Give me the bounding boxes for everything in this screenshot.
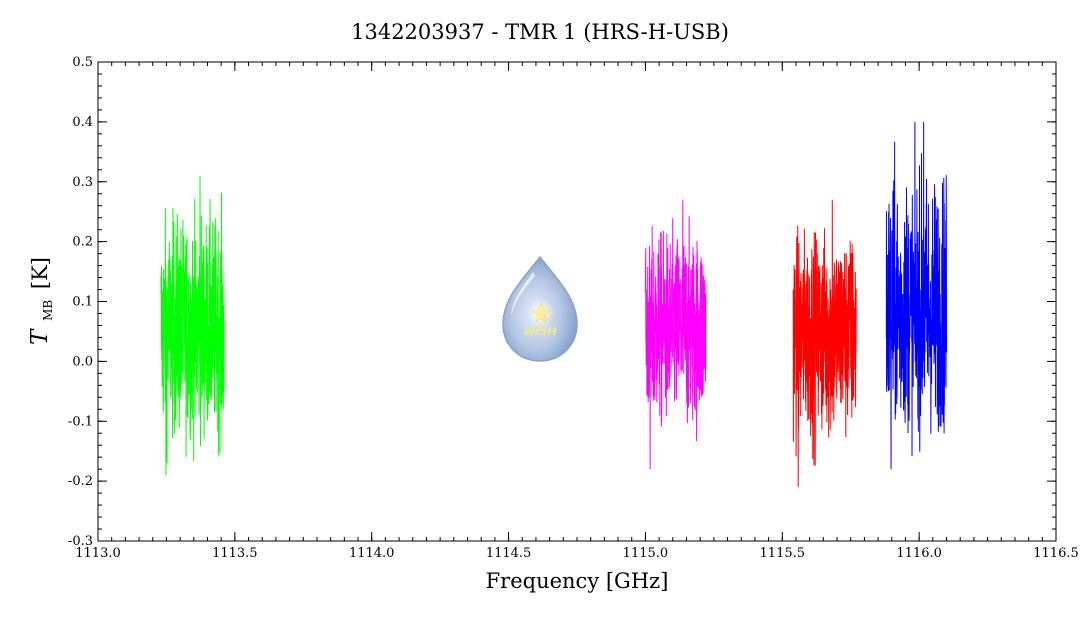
y-tick-label: -0.2 bbox=[68, 474, 93, 489]
x-tick-label: 1113.5 bbox=[212, 546, 258, 561]
y-tick-label: 0.0 bbox=[72, 354, 93, 369]
wish-logo: WISH bbox=[502, 255, 578, 362]
y-tick-label: 0.1 bbox=[72, 295, 93, 310]
y-axis-title-unit: [K] bbox=[28, 257, 52, 289]
y-tick-label: 0.4 bbox=[72, 115, 93, 130]
x-tick-label: 1116.0 bbox=[896, 546, 942, 561]
x-tick-label: 1114.0 bbox=[349, 546, 395, 561]
series-layer bbox=[160, 121, 948, 488]
x-tick-label: 1116.5 bbox=[1033, 546, 1079, 561]
wish-logo-text: WISH bbox=[523, 325, 556, 338]
y-axis-title-sub: MB bbox=[41, 300, 55, 321]
x-axis-title: Frequency [GHz] bbox=[486, 569, 669, 593]
y-tick-label: 0.5 bbox=[72, 55, 93, 70]
chart-title: 1342203937 - TMR 1 (HRS-H-USB) bbox=[351, 20, 729, 44]
spectrum-series-1 bbox=[160, 175, 225, 476]
y-tick-label: 0.3 bbox=[72, 175, 93, 190]
x-tick-label: 1114.5 bbox=[486, 546, 532, 561]
spectrum-series-4 bbox=[885, 121, 948, 470]
y-tick-label: 0.2 bbox=[72, 235, 93, 250]
y-axis-title: T MB [K] bbox=[27, 257, 57, 345]
spectrum-series-3 bbox=[792, 199, 857, 488]
y-tick-label: -0.1 bbox=[68, 414, 93, 429]
y-tick-label: -0.3 bbox=[68, 534, 93, 549]
y-axis-title-main: T bbox=[27, 328, 53, 345]
x-tick-label: 1115.0 bbox=[623, 546, 669, 561]
spectrum-series-2 bbox=[644, 199, 707, 470]
tick-layer: 1113.0 1113.5 1114.0 1114.5 1115.0 1115.5 1116… bbox=[68, 55, 1079, 561]
star-icon bbox=[531, 301, 551, 323]
x-tick-label: 1115.5 bbox=[760, 546, 806, 561]
x-tick-label: 1113.0 bbox=[75, 546, 121, 561]
wish-drop-highlight bbox=[511, 272, 535, 316]
